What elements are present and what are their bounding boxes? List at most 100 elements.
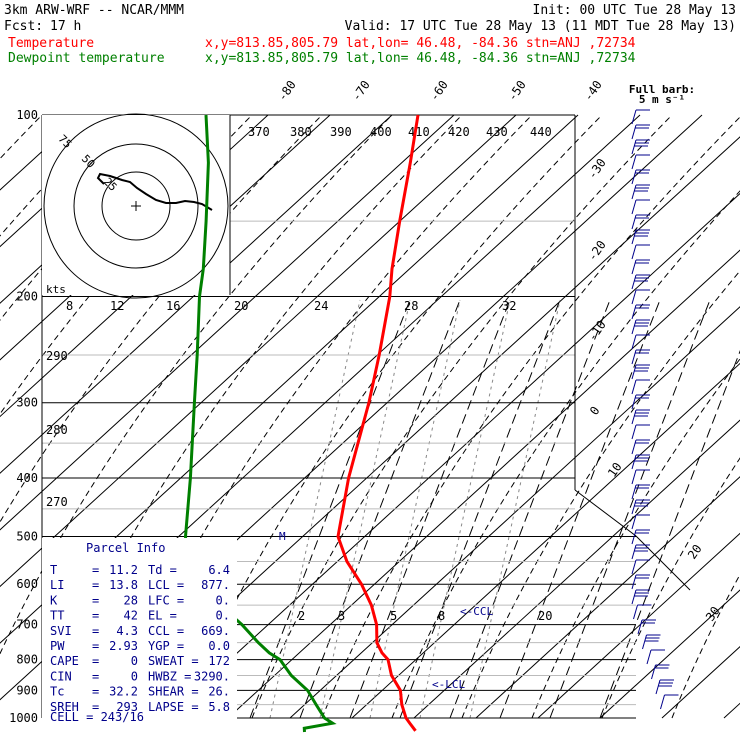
barb-staff [631, 559, 637, 575]
theta-label-270: 270 [46, 495, 68, 509]
barb-staff [631, 529, 637, 545]
mixing-label-20: 20 [538, 609, 552, 623]
init-time: Init: 00 UTC Tue 28 May 13 [533, 3, 737, 18]
parcel-value-T: 11.2 [109, 563, 138, 577]
parcel-value-SWEAT: 172 [208, 654, 230, 668]
barb-staff [631, 469, 637, 485]
temp-tick--70: -70 [349, 78, 373, 104]
mixing-label-8: 8 [66, 299, 73, 313]
lcl-annotation: <-LCL [432, 678, 465, 691]
barb-staff [637, 619, 643, 635]
parcel-key-CAPE: CAPE [50, 654, 79, 668]
parcel-value-CCL: 669. [201, 624, 230, 638]
mixing-label-2: 2 [298, 609, 305, 623]
parcel-key-YGP: YGP = [148, 639, 184, 653]
temp-tick--50: -50 [505, 78, 529, 104]
mixing-label-32: 32 [502, 299, 516, 313]
legend-dewpoint: Dewpoint temperature [8, 51, 165, 66]
temp-tick--80: -80 [275, 78, 299, 104]
barb-staff [631, 544, 637, 560]
isotherm [413, 419, 740, 719]
barb-staff [631, 199, 637, 215]
model-title: 3km ARW-WRF -- NCAR/MMM [4, 3, 184, 18]
parcel-value-SREH: 293 [116, 700, 138, 714]
dry-adiabat [531, 358, 740, 719]
mixing-ratio-lines [269, 299, 561, 719]
parcel-value-K: 28 [124, 593, 138, 607]
temp-tick-0: 0 [587, 404, 603, 418]
isotherm [475, 476, 740, 719]
pressure-labels: 100 200 300 400 500 600 700 800 900 1000 [9, 108, 38, 725]
barb-staff [631, 514, 637, 530]
mixing-ratio-line [319, 299, 411, 719]
parcel-info-panel: Parcel Info T = 11.2 Td = 6.4 LI = 13.8 LCL = 877… [42, 538, 237, 728]
moist-adiabat [249, 299, 411, 719]
valid-time: Valid: 17 UTC Tue 28 May 13 (11 MDT Tue … [345, 19, 736, 34]
barb-staff [655, 679, 661, 695]
barb-staff [631, 484, 637, 500]
moist-adiabat [349, 299, 511, 719]
isotherm [351, 362, 740, 719]
mixing-label-20: 20 [234, 299, 248, 313]
fcst-value: 17 h [50, 19, 81, 34]
theta-label-410: 410 [408, 125, 430, 139]
isotherm [0, 114, 393, 474]
parcel-key-K: K [50, 593, 58, 607]
dry-adiabat [671, 573, 740, 719]
parcel-cell: CELL = 243/16 [50, 710, 144, 724]
barb-staff [631, 409, 637, 425]
theta-label-440: 440 [530, 125, 552, 139]
parcel-value-LFC: 0. [216, 593, 230, 607]
barb-staff [631, 274, 637, 290]
mixing-label-5: 5 [390, 609, 397, 623]
barb-staff [631, 154, 637, 170]
isotherm [289, 306, 740, 719]
barb-key-line1: Full barb: [629, 83, 695, 96]
theta-label-390: 390 [330, 125, 352, 139]
moist-adiabat-lines [249, 299, 740, 719]
barb-staff [631, 574, 637, 590]
mixing-label-28: 28 [404, 299, 418, 313]
barb-staff [651, 664, 656, 680]
parcel-key-HWBZ: HWBZ = [148, 669, 191, 683]
pressure-label-100: 100 [16, 108, 38, 122]
barb-staff [631, 334, 637, 350]
parcel-value-LI: 13.8 [109, 578, 138, 592]
barb-staff [631, 439, 637, 455]
pressure-label-800: 800 [16, 653, 38, 667]
theta-label-290: 290 [46, 349, 68, 363]
barb-staff [631, 454, 637, 470]
mixing-label-8: 8 [438, 609, 445, 623]
parcel-value-Tc: 32.2 [109, 685, 138, 699]
parcel-value-CIN: 0 [131, 669, 138, 683]
parcel-key-TT: TT [50, 609, 64, 623]
mixing-label-16: 16 [166, 299, 180, 313]
hodograph-trace [96, 172, 213, 211]
parcel-key-LI: LI [50, 578, 64, 592]
temp-tick-10: 10 [605, 460, 625, 480]
barb-staff [631, 169, 637, 185]
mixing-ratio-line [419, 299, 511, 719]
parcel-value-SVI: 4.3 [116, 624, 138, 638]
barb-staff [631, 244, 637, 260]
moist-adiabat [599, 349, 740, 719]
parcel-key-CIN: CIN [50, 669, 72, 683]
parcel-key-LCL: LCL = [148, 578, 184, 592]
temp-tick--10: -10 [585, 318, 609, 344]
parcel-eq: = [92, 578, 99, 592]
m-marker: M [279, 530, 286, 543]
hodo-ring-50 [73, 143, 199, 269]
parcel-value-CAPE: 0 [131, 654, 138, 668]
pressure-label-500: 500 [16, 529, 38, 543]
barb-staff [631, 394, 637, 410]
barb-staff [631, 349, 637, 365]
pressure-label-900: 900 [16, 683, 38, 697]
moist-adiabat [499, 299, 661, 719]
pressure-label-200: 200 [16, 290, 38, 304]
barb-staff [631, 109, 637, 125]
right-axis-lower [635, 535, 691, 591]
barb-staff [631, 229, 637, 245]
mixing-label-3: 3 [338, 609, 345, 623]
barb-staff [631, 259, 637, 275]
